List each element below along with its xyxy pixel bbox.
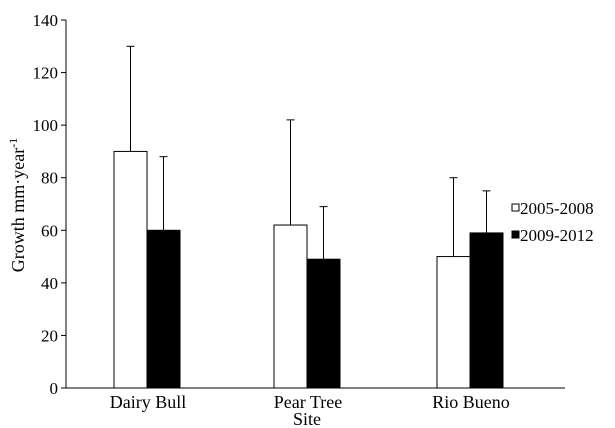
bar-2009-2012-rio-bueno [469,232,504,389]
x-category-label: Rio Bueno [432,392,510,412]
error-bars [126,45,491,260]
bars [113,150,504,389]
y-tick-label: 140 [33,11,59,30]
y-axis-title: Growth mm·year-1 [6,138,28,272]
x-axis-category-labels: Dairy Bull Pear Tree Rio Bueno [110,392,510,412]
legend-swatch [511,230,520,239]
bar-2005-2008-pear-tree [273,224,308,389]
x-category-label: Dairy Bull [110,392,187,412]
y-tick-label: 40 [41,274,58,293]
x-axis-title: Site [293,409,321,428]
bar-2009-2012-pear-tree [306,258,341,389]
legend: 2005-2008 2009-2012 [511,199,594,245]
legend-label: 2009-2012 [520,226,594,245]
y-axis-title-superscript: -1 [6,138,20,148]
y-tick-label: 80 [41,169,58,188]
bar-2005-2008-dairy-bull [113,150,148,389]
y-axis-ticks: 0 20 40 60 80 100 120 140 [33,11,66,398]
bar-2009-2012-dairy-bull [146,229,181,389]
y-tick-label: 120 [33,64,59,83]
legend-label: 2005-2008 [520,199,594,218]
y-tick-label: 20 [41,326,58,345]
y-tick-label: 100 [33,116,59,135]
legend-swatch [511,203,520,212]
bar-2005-2008-rio-bueno [436,256,471,389]
y-tick-label: 60 [41,221,58,240]
y-axis-title-main: Growth mm·year [8,148,28,272]
x-category-label: Pear Tree [274,392,343,412]
y-tick-label: 0 [50,379,59,398]
